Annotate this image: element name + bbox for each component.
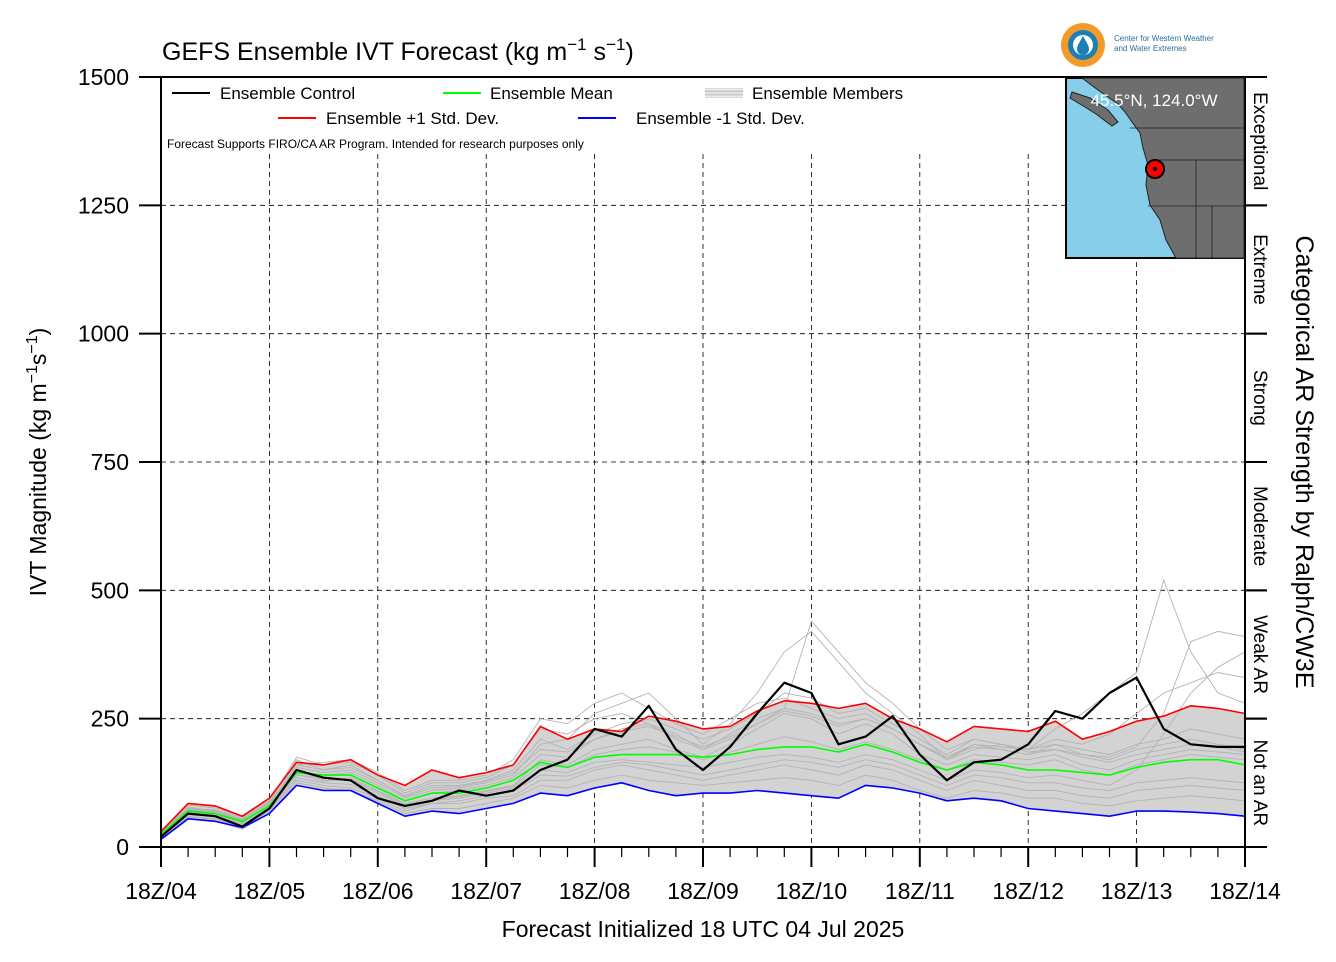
- chart-title-text: GEFS Ensemble IVT Forecast (kg m: [162, 38, 567, 66]
- legend: Ensemble Control Ensemble Mean Ensemble Me…: [172, 84, 903, 128]
- series-lines: [160, 676, 1246, 840]
- y-tick-label: 250: [91, 706, 129, 732]
- ar-categories: Not an AR Weak AR Moderate Strong Extreme Exc…: [1245, 76, 1270, 848]
- y-tick-label: 1250: [78, 192, 129, 218]
- chart-title: GEFS Ensemble IVT Forecast (kg m−1 s−1): [162, 35, 634, 66]
- logo-text-line2: and Water Extremes: [1114, 44, 1187, 53]
- series-line-ensemble-control: [160, 676, 1245, 838]
- x-tick-label: 18Z/14: [1209, 878, 1281, 904]
- x-tick-label: 18Z/04: [125, 878, 197, 904]
- water-drop-icon: [1077, 36, 1089, 55]
- y-tick-label: 500: [91, 577, 129, 603]
- inset-borders: [1130, 127, 1244, 258]
- legend-label: Ensemble +1 Std. Dev.: [326, 109, 499, 128]
- logo-text-line1: Center for Western Weather: [1114, 34, 1214, 43]
- x-axis-label: Forecast Initialized 18 UTC 04 Jul 2025: [502, 916, 905, 942]
- series-line-ensemble-mean: [160, 743, 1246, 835]
- y-axis-label: IVT Magnitude (kg m−1s−1): [24, 328, 51, 597]
- y-tick-label: 750: [91, 449, 129, 475]
- chart-title-exp2: −1: [606, 35, 625, 54]
- x-tick-label: 18Z/05: [234, 878, 306, 904]
- y-tick-label: 0: [116, 834, 129, 860]
- ensemble-member-line: [160, 630, 1246, 835]
- y-axis-label-exp1: −1: [24, 365, 41, 383]
- x-tick-label: 18Z/10: [776, 878, 848, 904]
- ensemble-member-line: [160, 692, 1246, 835]
- y-tick-label: 1500: [78, 64, 129, 90]
- legend-label: Ensemble Members: [752, 84, 903, 103]
- x-tick-label: 18Z/09: [667, 878, 739, 904]
- cw3e-logo: Center for Western Weather and Water Ext…: [1061, 23, 1214, 67]
- category-label: Moderate: [1249, 486, 1270, 566]
- x-tick-label: 18Z/12: [992, 878, 1064, 904]
- y-axis-label-exp2: −1: [24, 335, 41, 353]
- ensemble-member-line: [160, 630, 1246, 834]
- chart-title-s: s: [587, 38, 606, 66]
- category-label: Exceptional: [1249, 92, 1270, 190]
- series-line-ensemble-1-std-dev-: [160, 699, 1246, 833]
- ensemble-member-line: [160, 578, 1246, 832]
- x-tick-label: 18Z/13: [1101, 878, 1173, 904]
- chart-title-close: ): [625, 38, 633, 66]
- y-tick-label: 1000: [78, 321, 129, 347]
- category-label: Strong: [1249, 370, 1270, 426]
- category-label: Not an AR: [1249, 740, 1270, 827]
- y-axis-label-s: s: [25, 354, 51, 366]
- location-inset-map: 45.5°N, 124.0°W: [1065, 77, 1245, 259]
- research-note: Forecast Supports FIRO/CA AR Program. In…: [167, 137, 584, 151]
- category-label: Weak AR: [1249, 615, 1270, 694]
- y-axis-label-text: IVT Magnitude (kg m: [25, 383, 51, 596]
- category-label: Extreme: [1249, 234, 1270, 305]
- ensemble-member-line: [160, 764, 1246, 839]
- x-tick-label: 18Z/06: [342, 878, 414, 904]
- x-tick-label: 18Z/07: [450, 878, 522, 904]
- right-axis-label: Categorical AR Strength by Ralph/CW3E: [1290, 236, 1318, 689]
- y-axis-label-close: ): [25, 328, 51, 336]
- series-line-ensemble-1-std-dev-: [160, 781, 1246, 840]
- legend-label: Ensemble -1 Std. Dev.: [636, 109, 805, 128]
- x-tick-label: 18Z/11: [885, 878, 955, 904]
- axes: 0 250 500 750 1000 1250 1500 18Z/04 18Z/05 18Z/06…: [78, 64, 1281, 904]
- legend-label: Ensemble Mean: [490, 84, 613, 103]
- x-tick-label: 18Z/08: [559, 878, 631, 904]
- ensemble-member-line: [160, 672, 1246, 833]
- chart-title-exp1: −1: [567, 35, 586, 54]
- legend-label: Ensemble Control: [220, 84, 355, 103]
- inset-island: [1069, 91, 1119, 127]
- ensemble-member-line: [160, 774, 1246, 840]
- ensemble-member-line: [160, 759, 1246, 838]
- location-marker-dot: [1153, 167, 1157, 171]
- location-label: 45.5°N, 124.0°W: [1091, 91, 1218, 110]
